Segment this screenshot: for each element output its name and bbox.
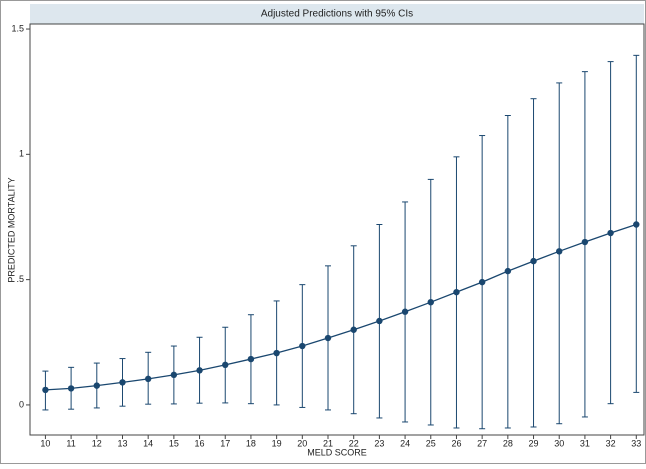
x-tick-label: 27	[477, 438, 487, 448]
x-tick-label: 30	[554, 438, 564, 448]
point	[453, 288, 460, 296]
point	[427, 298, 434, 306]
point	[196, 367, 203, 374]
point	[633, 221, 640, 228]
x-tick-label: 26	[451, 438, 461, 448]
x-axis-title: MELD SCORE	[307, 447, 367, 457]
point	[324, 334, 332, 342]
point	[93, 382, 100, 389]
point	[42, 386, 49, 394]
x-tick-label: 13	[117, 438, 127, 448]
point	[67, 385, 75, 392]
y-tick-label: 1.5	[11, 23, 24, 33]
chart-title: Adjusted Predictions with 95% CIs	[261, 9, 413, 20]
point	[504, 267, 512, 275]
x-tick-label: 15	[169, 438, 179, 448]
title-bar	[30, 4, 644, 24]
point	[299, 342, 306, 350]
x-tick-label: 11	[66, 438, 75, 448]
x-tick-label: 33	[631, 438, 641, 448]
x-tick-label: 21	[323, 438, 333, 448]
x-tick-label: 18	[246, 438, 256, 448]
point	[401, 308, 409, 315]
x-tick-label: 12	[92, 438, 102, 448]
x-tick-label: 20	[297, 438, 307, 448]
y-tick-label: 0	[19, 399, 24, 409]
point	[247, 355, 255, 363]
point	[607, 229, 614, 237]
plot-area	[29, 23, 645, 436]
x-tick-label: 14	[143, 438, 153, 448]
y-tick-label: 1	[19, 149, 24, 159]
y-tick-label: .5	[16, 274, 24, 284]
point	[556, 248, 563, 255]
x-tick-label: 25	[426, 438, 436, 448]
x-tick-label: 23	[374, 438, 384, 448]
point	[119, 379, 126, 386]
x-tick-label: 28	[503, 438, 513, 448]
point	[222, 361, 229, 369]
x-tick-label: 10	[40, 438, 50, 448]
x-tick-label: 22	[349, 438, 359, 448]
point	[273, 349, 280, 357]
point	[376, 317, 383, 325]
point	[170, 371, 178, 379]
point	[581, 238, 589, 246]
y-axis-title: PREDICTED MORTALITY	[6, 177, 16, 282]
x-tick-label: 16	[195, 438, 205, 448]
line	[45, 223, 637, 391]
x-tick-label: 17	[220, 438, 230, 448]
point	[478, 278, 486, 286]
x-tick-label: 32	[606, 438, 616, 448]
point	[530, 257, 537, 265]
x-tick-label: 19	[272, 438, 282, 448]
x-tick-label: 24	[400, 438, 410, 448]
point	[144, 375, 152, 383]
point	[350, 326, 357, 333]
x-tick-label: 31	[580, 438, 590, 448]
x-tick-label: 29	[529, 438, 539, 448]
